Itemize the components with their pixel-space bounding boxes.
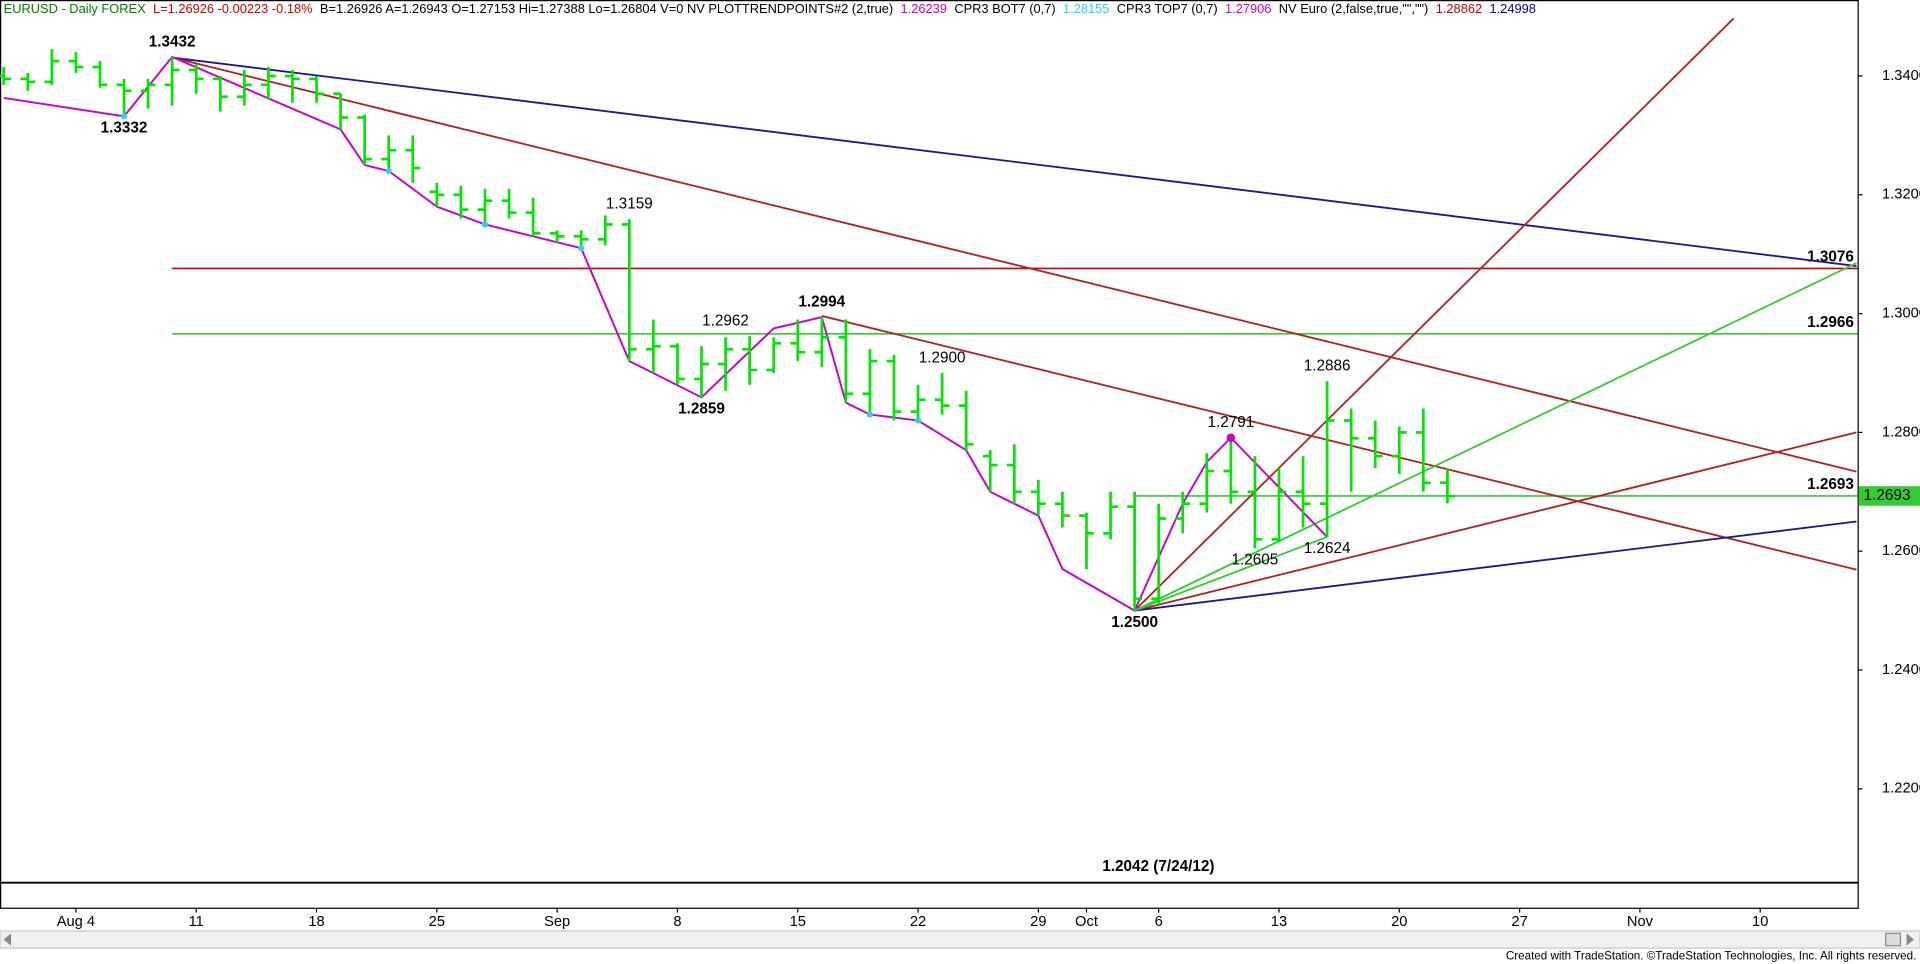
x-tick-label: Aug 4 bbox=[57, 914, 95, 930]
price-annotation: 1.2859 bbox=[678, 401, 725, 418]
y-tick-label: 1.2200 bbox=[1882, 781, 1920, 797]
y-tick-label: 1.3000 bbox=[1882, 305, 1920, 321]
x-tick-label: 20 bbox=[1391, 914, 1407, 930]
peak-point bbox=[1226, 433, 1236, 443]
price-annotation: 1.2886 bbox=[1304, 358, 1351, 375]
header-segment: L=1.26926 -0.00223 -0.18% bbox=[153, 1, 313, 16]
plot-frame bbox=[0, 0, 1859, 909]
scroll-left[interactable] bbox=[3, 933, 12, 946]
trend-line bbox=[1134, 262, 1857, 612]
price-annotation: 1.2994 bbox=[798, 293, 845, 310]
x-tick-label: 13 bbox=[1271, 914, 1287, 930]
price-tag-label: 1.2693 bbox=[1864, 487, 1911, 504]
trend-line bbox=[1134, 536, 1328, 612]
x-tick-label: 15 bbox=[790, 914, 806, 930]
x-tick-label: 11 bbox=[189, 914, 204, 930]
header-segment: 1.24998 bbox=[1489, 1, 1535, 16]
x-tick-label: Sep bbox=[544, 914, 570, 930]
x-tick-label: 6 bbox=[1155, 914, 1163, 930]
level-label: 1.2966 bbox=[1807, 314, 1854, 331]
x-tick-label: Oct bbox=[1075, 914, 1098, 930]
swing-point bbox=[578, 245, 585, 252]
x-tick-label: 18 bbox=[308, 914, 324, 930]
x-tick-label: 22 bbox=[910, 914, 926, 930]
y-tick-label: 1.2800 bbox=[1882, 424, 1920, 440]
x-tick-label: 10 bbox=[1752, 914, 1768, 930]
trend-line bbox=[821, 315, 1857, 571]
swing-point bbox=[915, 417, 922, 424]
price-tag bbox=[1858, 486, 1920, 506]
header-segment: 1.26239 bbox=[901, 1, 947, 16]
level-label: 1.2693 bbox=[1807, 476, 1854, 493]
scroll-thumb[interactable] bbox=[1885, 932, 1902, 947]
scrollbar[interactable] bbox=[0, 930, 1920, 949]
swing-point bbox=[120, 113, 128, 120]
y-tick-label: 1.3200 bbox=[1882, 187, 1920, 203]
x-tick-label: 27 bbox=[1511, 914, 1527, 930]
header-segment: 1.28862 bbox=[1436, 1, 1482, 16]
trend-line bbox=[172, 56, 1857, 267]
price-annotation: 1.3332 bbox=[101, 120, 148, 137]
price-annotation: 1.2624 bbox=[1304, 540, 1351, 557]
scroll-right[interactable] bbox=[1906, 933, 1914, 946]
footer: Created with TradeStation. ©TradeStation… bbox=[1506, 950, 1916, 963]
price-annotation: 1.3159 bbox=[606, 195, 653, 212]
header-segment: EURUSD - Daily FOREX bbox=[4, 1, 146, 16]
y-tick-label: 1.3400 bbox=[1882, 68, 1920, 84]
swing-point bbox=[866, 411, 873, 418]
header-segment: NV Euro (2,false,true,"","") bbox=[1279, 1, 1429, 16]
price-annotation: 1.3432 bbox=[149, 33, 196, 50]
header-segment: 1.27906 bbox=[1225, 1, 1271, 16]
swing-point bbox=[481, 221, 489, 228]
header-segment: CPR3 TOP7 (0,7) bbox=[1117, 1, 1218, 16]
price-annotation: 1.2962 bbox=[702, 312, 749, 329]
price-annotation: 1.2791 bbox=[1207, 414, 1254, 431]
header: EURUSD - Daily FOREX L=1.26926 -0.00223 -… bbox=[4, 1, 1536, 16]
trend-line bbox=[1134, 431, 1857, 612]
header-segment: 1.28155 bbox=[1063, 1, 1109, 16]
y-tick-label: 1.2600 bbox=[1882, 543, 1920, 559]
price-annotation: 1.2500 bbox=[1111, 614, 1158, 631]
header-segment: B=1.26926 A=1.26943 O=1.27153 Hi=1.27388… bbox=[320, 1, 893, 16]
trend-line bbox=[171, 56, 1857, 473]
x-tick-label: 8 bbox=[673, 914, 681, 930]
trend-line bbox=[1134, 520, 1857, 612]
trend-line bbox=[1133, 17, 1735, 612]
header-segment: CPR3 BOT7 (0,7) bbox=[954, 1, 1055, 16]
x-tick-label: Nov bbox=[1627, 914, 1654, 930]
swing-point bbox=[385, 167, 392, 175]
price-annotation: 1.2900 bbox=[919, 349, 966, 366]
x-tick-label: 25 bbox=[429, 914, 445, 930]
price-annotation: 1.2605 bbox=[1232, 552, 1279, 569]
x-tick-label: 29 bbox=[1030, 914, 1046, 930]
y-tick-label: 1.2400 bbox=[1882, 662, 1920, 678]
level-label: 1.2042 (7/24/12) bbox=[1102, 858, 1214, 875]
